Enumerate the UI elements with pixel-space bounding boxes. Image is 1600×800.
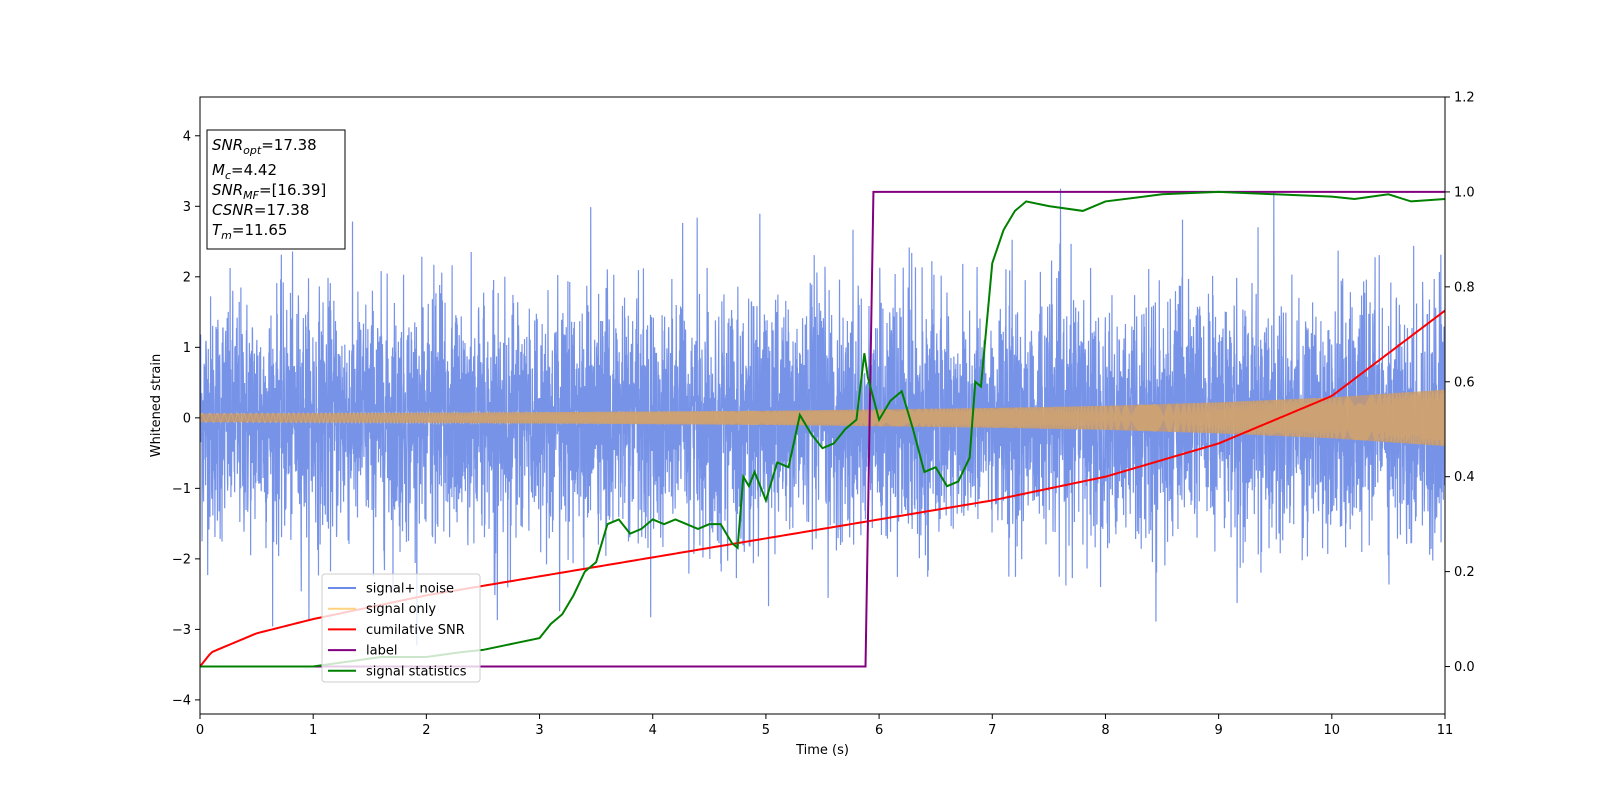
x-tick-label: 6 xyxy=(875,723,883,738)
y-tick-label-left: 4 xyxy=(183,129,191,144)
x-tick-label: 9 xyxy=(1214,723,1222,738)
y-tick-label-right: 0.8 xyxy=(1454,280,1475,295)
series-label-line xyxy=(200,190,1445,668)
y-tick-label-right: 0.4 xyxy=(1454,470,1475,485)
y-tick-label-left: 3 xyxy=(183,200,191,215)
y-tick-label-right: 0.6 xyxy=(1454,375,1475,390)
legend-label: signal only xyxy=(366,602,436,617)
y-tick-label-left: 1 xyxy=(183,341,191,356)
y-tick-label-left: 2 xyxy=(183,270,191,285)
x-tick-label: 5 xyxy=(762,723,770,738)
x-tick-label: 3 xyxy=(535,723,543,738)
x-tick-label: 1 xyxy=(309,723,317,738)
y-tick-label-left: −2 xyxy=(172,552,191,567)
x-tick-label: 8 xyxy=(1101,723,1109,738)
annotation-line: Tm=11.65 xyxy=(212,221,287,242)
annotation-line: Mc=4.42 xyxy=(212,161,277,182)
y-tick-label-right: 0.0 xyxy=(1454,660,1475,675)
legend-label: signal+ noise xyxy=(366,582,454,597)
x-tick-label: 4 xyxy=(649,723,657,738)
series-signal-statistics-line xyxy=(200,190,1445,668)
y-tick-label-right: 1.0 xyxy=(1454,185,1475,200)
legend-label: cumilative SNR xyxy=(366,623,465,638)
annotation-line: CSNR=17.38 xyxy=(212,201,309,219)
plot-frame xyxy=(199,96,1446,715)
annotation-line: SNRMF=[16.39] xyxy=(212,181,326,202)
y-tick-label-left: −4 xyxy=(172,693,191,708)
legend-label: label xyxy=(366,644,397,659)
x-axis-label: Time (s) xyxy=(795,743,849,758)
annotation-box: SNRopt=17.38 Mc=4.42SNRMF=[16.39]CSNR=17.… xyxy=(206,129,346,250)
x-tick-label: 11 xyxy=(1437,723,1454,738)
series-signal-only-band xyxy=(200,389,1445,447)
legend: signal+ noise signal only cumilative SNR la… xyxy=(321,573,481,683)
legend-frame xyxy=(321,573,481,683)
annotation-frame xyxy=(206,129,346,250)
x-tick-label: 2 xyxy=(422,723,430,738)
legend-label: signal statistics xyxy=(366,664,467,679)
y-tick-label-left: −1 xyxy=(172,482,191,497)
y-axis-label: Whitened strain xyxy=(149,354,164,457)
x-tick-label: 10 xyxy=(1324,723,1341,738)
x-tick-label: 0 xyxy=(196,723,204,738)
x-tick-label: 7 xyxy=(988,723,996,738)
axes: 0 1 2 3 4 5 6 7 8 9 10 11 −4 −3 −2 −1 0 1 2 3 4 0.0 0.2 0.4 0.6 0… xyxy=(172,91,1475,739)
y-tick-label-left: 0 xyxy=(183,411,191,426)
y-tick-label-left: −3 xyxy=(172,623,191,638)
annotation-line: SNRopt=17.38 xyxy=(212,136,317,157)
y-tick-label-right: 1.2 xyxy=(1454,91,1475,106)
y-tick-label-right: 0.2 xyxy=(1454,565,1475,580)
